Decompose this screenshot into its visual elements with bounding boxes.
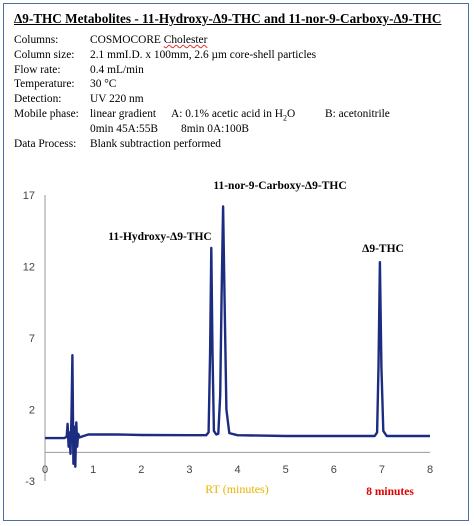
detection-label: Detection: — [14, 93, 62, 106]
data-process-value: Blank subtraction performed — [90, 137, 221, 150]
runtime-note: 8 minutes — [366, 486, 414, 498]
x-tick-labels: 0 1 2 3 4 5 6 7 8 — [42, 464, 433, 476]
detection-value: UV 220 nm — [90, 93, 144, 106]
flow-rate-value: 0.4 mL/min — [90, 63, 144, 76]
mobile-phase-a-suffix: O — [286, 107, 296, 120]
x-tick-label: 1 — [90, 464, 96, 476]
peak-label: 11-nor-9-Carboxy-Δ9-THC — [213, 180, 346, 192]
x-tick-label: 2 — [138, 464, 144, 476]
columns-label: Columns: — [14, 34, 59, 46]
columns-value: COSMOCORE Cholester — [90, 33, 207, 48]
y-tick-label: 12 — [23, 262, 35, 274]
mobile-phase-a-text: A: 0.1% acetic acid in H — [171, 107, 283, 120]
peak-labels: 11-Hydroxy-Δ9-THC 11-nor-9-Carboxy-Δ9-THC… — [108, 180, 404, 255]
gradient-start: 0min 45A:55B — [90, 122, 159, 135]
flow-rate-label: Flow rate: — [14, 63, 61, 76]
mobile-phase-b: B: acetonitrile — [325, 107, 390, 120]
x-tick-label: 8 — [427, 464, 433, 476]
mobile-phase-label: Mobile phase: — [14, 107, 79, 120]
gradient-end: 8min 0A:100B — [181, 122, 250, 135]
mobile-phase-a: A: 0.1% acetic acid in H2O — [171, 107, 295, 126]
x-tick-label: 4 — [234, 464, 240, 476]
mobile-phase-value: linear gradient — [90, 107, 157, 120]
x-tick-label: 3 — [186, 464, 192, 476]
axes — [44, 195, 430, 481]
temperature-value: 30 °C — [90, 78, 117, 91]
x-tick-label: 0 — [42, 464, 48, 476]
y-tick-label: 2 — [29, 405, 35, 417]
x-tick-label: 6 — [331, 464, 337, 476]
column-size-value: 2.1 mmI.D. x 100mm, 2.6 µm core-shell pa… — [90, 48, 317, 61]
page-title: Δ9-THC Metabolites - 11-Hydroxy-Δ9-THC a… — [14, 11, 442, 26]
column-size-label: Column size: — [14, 48, 75, 61]
y-tick-label: 17 — [23, 190, 35, 202]
x-axis-label: RT (minutes) — [205, 482, 268, 496]
y-tick-label: -3 — [25, 476, 35, 488]
y-tick-labels: -3 2 7 12 17 — [23, 190, 35, 488]
x-tick-label: 7 — [379, 464, 385, 476]
column-brand: COSMOCORE — [90, 34, 164, 46]
peak-label: 11-Hydroxy-Δ9-THC — [108, 231, 211, 243]
mobile-phase-a-subscript: 2 — [282, 113, 287, 123]
data-process-label: Data Process: — [14, 137, 77, 150]
column-phase-name: Cholester — [163, 34, 208, 46]
peak-label: Δ9-THC — [362, 243, 404, 255]
temperature-label: Temperature: — [14, 78, 75, 91]
chromatogram-trace — [45, 205, 430, 468]
y-tick-label: 7 — [29, 333, 35, 345]
x-tick-label: 5 — [283, 464, 289, 476]
